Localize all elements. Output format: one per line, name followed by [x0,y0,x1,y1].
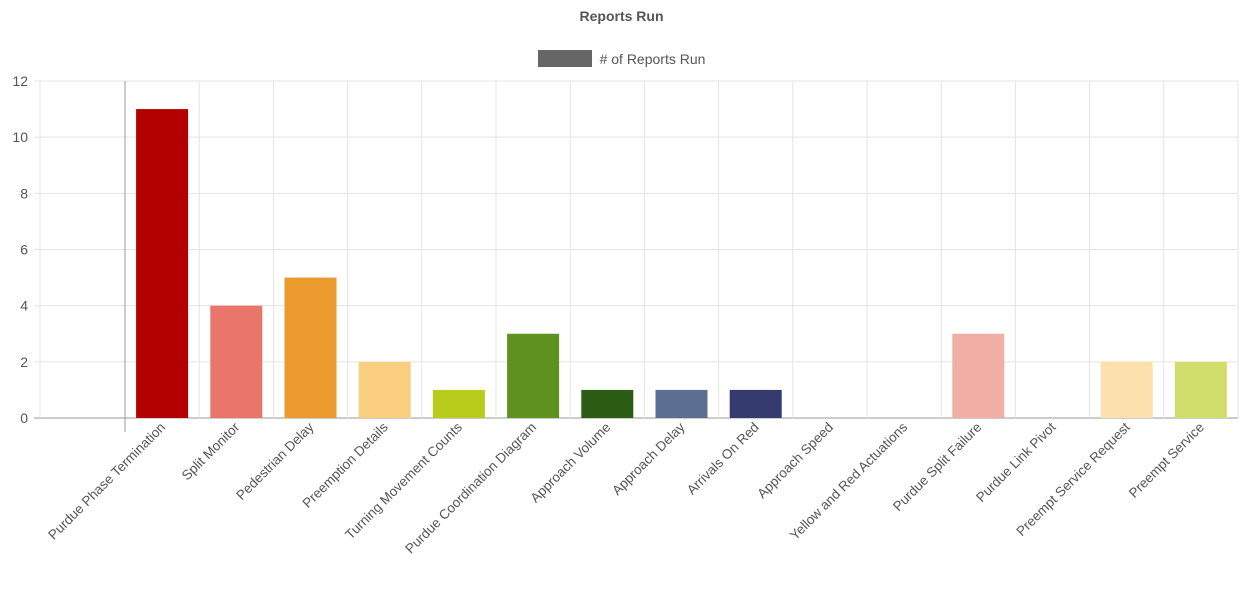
bar [507,333,560,418]
bar [1100,361,1153,418]
x-tick-label: Purdue Coordination Diagram [402,420,539,557]
x-tick-label: Purdue Link Pivot [973,419,1059,505]
bar [1174,361,1227,418]
bar [581,389,634,418]
y-axis: 0 2 4 6 8 10 12 [12,73,28,426]
y-tick-label: 8 [20,185,28,201]
y-tick-label: 6 [20,242,28,258]
bars [136,109,1227,418]
x-axis: Purdue Phase Termination Split MonitorPed… [45,419,1207,556]
bar [655,389,708,418]
bar [210,305,263,418]
legend-swatch [537,50,592,67]
x-tick-label: Pedestrian Delay [233,419,316,502]
legend-label: # of Reports Run [599,50,706,67]
chart-title: Reports Run [579,8,664,24]
x-tick-label: Split Monitor [179,419,243,483]
chart-legend[interactable]: # of Reports Run [0,50,1243,67]
y-tick-label: 4 [20,298,28,314]
y-tick-label: 10 [12,129,28,145]
bar [432,389,485,418]
bar [358,361,411,418]
y-tick-label: 0 [20,410,28,426]
x-tick-label: Yellow and Red Actuations [787,419,910,542]
x-tick-label: Arrivals On Red [684,420,762,498]
bar [284,277,337,418]
y-tick-label: 2 [20,354,28,370]
x-tick-label: Purdue Phase Termination [45,420,168,543]
bar [729,389,782,418]
bar [952,333,1005,418]
bar [136,109,189,418]
y-tick-label: 12 [12,73,28,89]
x-tick-label: Preempt Service [1126,420,1207,501]
x-tick-label: Approach Volume [527,420,613,506]
x-tick-label: Approach Delay [609,419,688,498]
x-tick-label: Approach Speed [754,420,836,502]
